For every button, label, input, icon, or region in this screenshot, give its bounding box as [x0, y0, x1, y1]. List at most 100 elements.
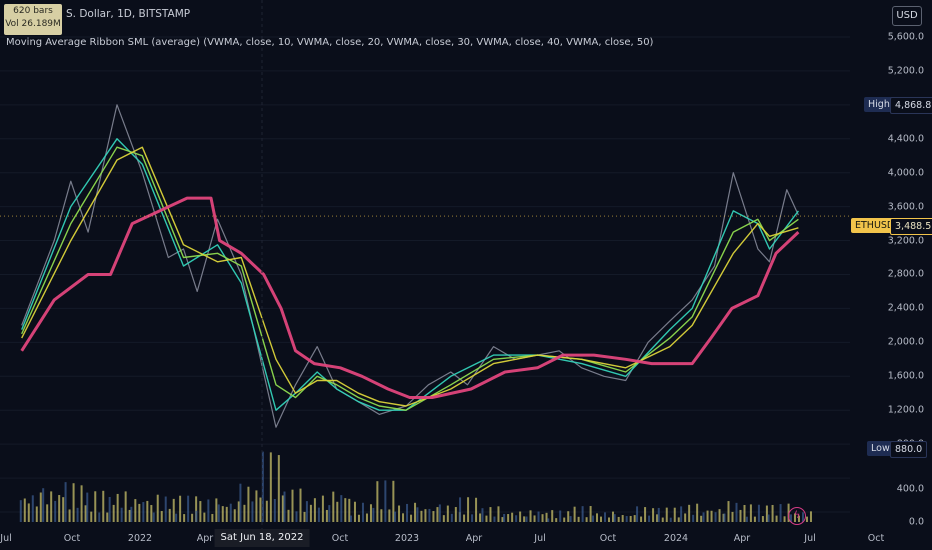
price-tick-label: 2,800.0 [887, 268, 924, 280]
volume-bar [680, 506, 683, 522]
time-tick-label: Jul [804, 533, 816, 544]
time-tick-label: Oct [867, 533, 885, 544]
volume-bar [519, 511, 522, 522]
volume-bar [80, 485, 83, 522]
volume-bar [50, 491, 53, 522]
volume-bar [739, 509, 742, 522]
volume-bar [410, 514, 413, 522]
indicator-legend[interactable]: Moving Average Ribbon SML (average) (VWM… [6, 37, 654, 48]
volume-bar [489, 507, 492, 522]
volume-bar [195, 510, 198, 522]
volume-bar [265, 500, 268, 522]
volume-bar [446, 505, 449, 522]
volume-bar [629, 515, 632, 522]
volume-bar [406, 503, 409, 522]
volume-bar [281, 495, 284, 522]
volume-bar [146, 500, 149, 522]
volume-bar [757, 504, 760, 522]
volume-bar [239, 483, 242, 522]
last-price-tag: 3,488.5 [890, 218, 932, 235]
volume-bar [696, 503, 699, 522]
volume-bar [203, 512, 206, 522]
volume-bar [563, 517, 566, 522]
volume-bar [255, 490, 258, 522]
volume-bar [90, 511, 93, 522]
volume-bar [463, 514, 466, 522]
volume-bar [58, 495, 61, 522]
volume-bar [42, 488, 45, 522]
volume-bar [493, 516, 496, 522]
volume-bar [779, 504, 782, 522]
volume-bar [172, 498, 175, 522]
volume-bar [617, 516, 620, 522]
volume-bar [199, 501, 202, 522]
crosshair-date-label: Sat Jun 18, 2022 [214, 529, 310, 547]
volume-bar [259, 497, 262, 522]
low-label-tag: Low [867, 441, 894, 456]
volume-bar [31, 495, 34, 522]
volume-bar [436, 507, 439, 522]
tooltip-bars: 620 bars [13, 6, 53, 16]
volume-bar [211, 513, 214, 522]
volume-bar [269, 452, 272, 522]
volume-bar [525, 516, 528, 522]
volume-bar [156, 494, 159, 522]
volume-bar [735, 502, 738, 522]
volume-bar [581, 506, 584, 522]
volume-bar [207, 499, 210, 522]
volume-bar [604, 512, 607, 522]
volume-bar [442, 515, 445, 522]
symbol-tag: ETHUSD [851, 218, 899, 233]
volume-bar [299, 488, 302, 522]
volume-bar [273, 498, 276, 522]
volume-bar [767, 514, 770, 522]
volume-bar [608, 517, 611, 522]
price-tick-label: 3,200.0 [887, 235, 924, 247]
volume-bar [251, 501, 254, 522]
volume-bar [168, 508, 171, 522]
price-line [21, 104, 799, 428]
volume-bar [76, 507, 79, 522]
volume-bar [19, 500, 22, 522]
volume-bar [706, 510, 709, 522]
currency-button[interactable]: USD [892, 6, 922, 26]
volume-bar [217, 504, 220, 522]
grid-lines [0, 36, 850, 513]
volume-bar [116, 493, 119, 522]
volume-bar [179, 495, 182, 522]
time-tick-label: Jul [534, 533, 546, 544]
volume-bar [120, 507, 123, 522]
volume-bar [187, 495, 190, 522]
volume-bar [221, 506, 224, 522]
volume-bar [142, 502, 145, 522]
price-tick-label: 1,600.0 [887, 370, 924, 382]
volume-bar [46, 504, 49, 522]
volume-bar [459, 497, 462, 522]
volume-bar [72, 483, 75, 522]
volume-bar [673, 507, 676, 522]
volume-bar [420, 510, 423, 522]
volume-bar [164, 496, 167, 522]
time-tick-label: Oct [331, 533, 349, 544]
volume-bar [569, 516, 572, 522]
volume-bar [237, 501, 240, 522]
volume-bar [621, 515, 624, 522]
ma-20-line [21, 146, 799, 411]
lightning-icon[interactable]: ϟ [788, 507, 806, 525]
volume-bar [700, 515, 703, 522]
volume-bar [369, 504, 372, 522]
volume-bar [805, 516, 808, 522]
volume-bar [349, 515, 352, 522]
symbol-title[interactable]: S. Dollar, 1D, BITSTAMP [66, 8, 191, 20]
volume-bar [467, 497, 470, 522]
volume-bar [723, 513, 726, 522]
volume-bar [62, 497, 65, 522]
volume-bar [402, 513, 405, 522]
volume-bar [684, 513, 687, 522]
price-tick-label: 400.0 [896, 483, 924, 495]
price-tick-label: 3,600.0 [887, 201, 924, 213]
ma-10-line [21, 138, 799, 411]
volume-bar [727, 501, 730, 522]
volume-bars [19, 451, 812, 522]
